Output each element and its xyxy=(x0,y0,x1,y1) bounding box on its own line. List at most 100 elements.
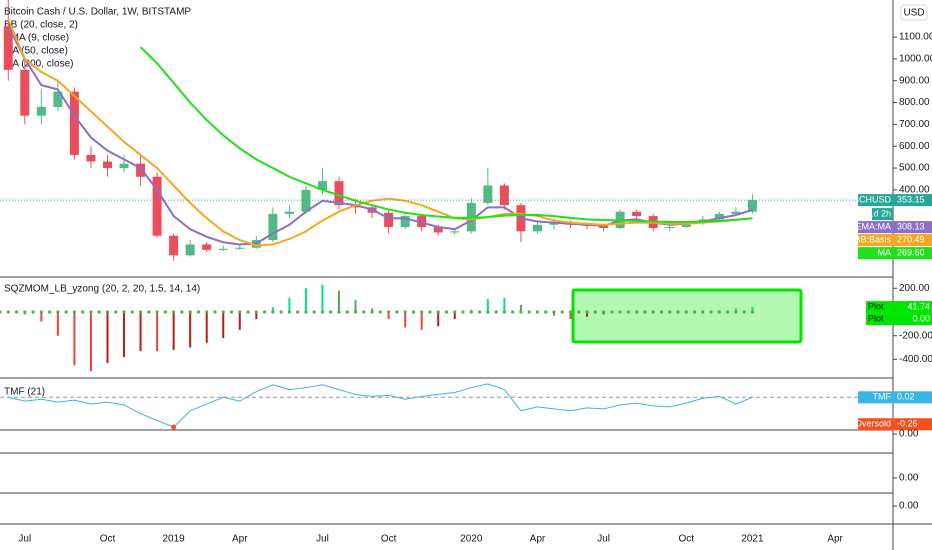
countdown: 1d 2h xyxy=(868,208,891,218)
candle-body xyxy=(483,185,493,203)
badge-value: 308.13 xyxy=(897,221,925,231)
squeeze-dot xyxy=(122,310,126,314)
squeeze-dot xyxy=(31,310,35,314)
candle-body xyxy=(714,213,724,220)
momentum-bar xyxy=(354,300,357,312)
candle-body xyxy=(599,225,609,229)
squeeze-dot xyxy=(287,310,291,314)
squeeze-dot xyxy=(461,310,465,314)
squeeze-dot xyxy=(14,310,19,314)
candle-body xyxy=(284,211,294,214)
squeeze-dot xyxy=(585,310,589,314)
squeeze-dot xyxy=(378,310,382,314)
squeeze-dot xyxy=(593,310,597,314)
squeeze-dot xyxy=(577,310,581,314)
momentum-bar xyxy=(156,312,159,352)
squeeze-dot xyxy=(155,310,159,314)
x-tick-label: Apr xyxy=(827,534,843,545)
candle-body xyxy=(169,235,179,256)
momentum-bar xyxy=(172,312,175,350)
indicator-title: SQZMOM_LB_yzong (20, 2, 20, 1.5, 14, 14) xyxy=(4,284,200,295)
momentum-bar xyxy=(56,312,59,336)
indicator-legend: EMA (9, close) xyxy=(4,33,69,44)
badge-name: Plot xyxy=(868,313,884,323)
squeeze-dot xyxy=(602,310,606,314)
currency-button[interactable] xyxy=(900,4,928,21)
squeeze-dot xyxy=(651,310,655,314)
squeeze-dot xyxy=(114,310,118,314)
squeeze-dot xyxy=(138,310,143,314)
momentum-bar xyxy=(404,312,407,328)
squeeze-dot xyxy=(262,310,267,314)
squeeze-dot xyxy=(188,310,192,314)
badge-value-box xyxy=(893,194,932,207)
momentum-bar xyxy=(387,312,390,320)
badge-name-box xyxy=(858,194,893,207)
y-tick-label: 0.00 xyxy=(899,429,919,440)
squeeze-dot xyxy=(81,310,85,314)
momentum-bar xyxy=(40,312,43,322)
badge-name-box xyxy=(858,247,893,260)
squeeze-dot xyxy=(742,310,746,314)
squeeze-dot xyxy=(684,310,688,314)
y-tick-label: -400.00 xyxy=(899,354,932,365)
momentum-bar xyxy=(486,298,489,312)
badge-value: 0.02 xyxy=(897,392,915,402)
squeeze-dot xyxy=(750,310,755,314)
candle-body xyxy=(351,205,361,208)
candle-body xyxy=(301,189,311,212)
momentum-bar xyxy=(338,290,341,312)
oversold-dot xyxy=(171,424,177,430)
x-tick-label: 2021 xyxy=(741,534,764,545)
squeeze-dot xyxy=(180,310,184,314)
y-tick-label: 500.00 xyxy=(899,163,930,174)
candle-body xyxy=(665,226,675,229)
squeeze-dot xyxy=(420,310,424,314)
y-tick-label: 600.00 xyxy=(899,141,930,152)
squeeze-dot xyxy=(494,310,498,314)
currency-label[interactable]: USD xyxy=(903,8,924,19)
squeeze-dot xyxy=(172,310,176,314)
squeeze-dot xyxy=(469,310,473,314)
y-tick-label: 0.00 xyxy=(899,501,919,512)
badge-value-box xyxy=(893,221,932,234)
squeeze-dot xyxy=(72,310,77,314)
badge-name-box xyxy=(858,391,893,404)
momentum-bar xyxy=(139,312,142,352)
candle-body xyxy=(136,163,146,177)
squeeze-dot xyxy=(0,310,2,314)
badge-name-box xyxy=(858,234,893,247)
candle-body xyxy=(450,231,460,233)
countdown-box xyxy=(872,208,893,221)
x-tick-label: Jul xyxy=(18,534,31,545)
candle-body xyxy=(235,247,245,249)
squeeze-dot xyxy=(502,310,506,314)
squeeze-dot xyxy=(626,310,631,314)
squeeze-dot xyxy=(568,310,573,314)
squeeze-dot xyxy=(279,310,283,314)
squeeze-dot xyxy=(676,310,680,314)
squeeze-dot xyxy=(246,310,250,314)
highlight-box xyxy=(571,288,803,344)
badge-value-box xyxy=(893,234,932,247)
momentum-bar xyxy=(751,307,754,312)
squeeze-dot xyxy=(221,310,225,314)
squeeze-dot xyxy=(428,310,432,314)
candle-body xyxy=(747,200,757,212)
squeeze-dot xyxy=(635,310,639,314)
candle-body xyxy=(731,211,741,214)
badge-value: 270.49 xyxy=(897,234,925,244)
candle-body xyxy=(218,248,228,250)
badge-name: TMF xyxy=(873,392,892,402)
squeeze-dot xyxy=(453,310,457,314)
momentum-bar xyxy=(552,312,555,316)
squeeze-dot xyxy=(486,310,490,314)
y-tick-label: 1000.00 xyxy=(899,54,932,65)
squeeze-dot xyxy=(552,310,556,314)
indicator-line xyxy=(7,19,753,247)
squeeze-dot xyxy=(403,310,407,314)
squeeze-dot xyxy=(23,310,27,314)
candle-body xyxy=(499,185,509,206)
squeeze-dot xyxy=(436,310,440,314)
badge-value: 0.00 xyxy=(912,313,930,323)
